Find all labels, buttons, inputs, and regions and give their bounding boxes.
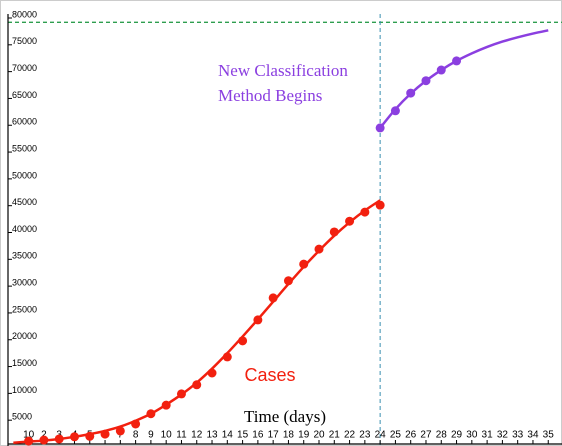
data-point: [406, 88, 416, 98]
x-axis-label: Time (days): [244, 407, 326, 426]
data-point: [283, 276, 293, 286]
x-tick-label: 12: [191, 430, 203, 441]
y-tick-label: 30000: [12, 278, 37, 288]
data-point: [131, 419, 141, 429]
x-tick-label: 9: [148, 430, 154, 441]
data-point: [176, 389, 186, 399]
x-tick-label: 13: [206, 430, 218, 441]
y-tick-label: 80000: [12, 9, 37, 19]
data-point: [436, 65, 446, 75]
data-point: [24, 436, 34, 446]
x-tick-label: 18: [283, 430, 295, 441]
data-point: [375, 123, 385, 133]
y-tick-label: 45000: [12, 197, 37, 207]
x-tick-label: 15: [237, 430, 249, 441]
x-tick-label: 35: [543, 430, 555, 441]
data-point: [115, 426, 125, 436]
x-tick-label: 17: [268, 430, 280, 441]
method-annotation: Method Begins: [218, 86, 322, 105]
y-tick-label: 50000: [12, 170, 37, 180]
y-tick-label: 15000: [12, 358, 37, 368]
cases-annotation: Cases: [244, 365, 295, 385]
y-tick-label: 70000: [12, 63, 37, 73]
data-point: [268, 293, 278, 303]
x-tick-label: 19: [298, 430, 310, 441]
y-tick-label: 35000: [12, 251, 37, 261]
x-tick-label: 2: [41, 430, 47, 441]
x-tick-label: 10: [23, 430, 35, 441]
data-point: [253, 315, 263, 325]
data-point: [207, 368, 217, 378]
data-point: [192, 380, 202, 390]
x-tick-label: 25: [390, 430, 402, 441]
data-point: [375, 200, 385, 210]
data-point: [54, 434, 64, 444]
data-point: [238, 336, 248, 346]
data-point: [360, 207, 370, 217]
y-tick-label: 20000: [12, 331, 37, 341]
x-tick-label: 21: [329, 430, 341, 441]
x-tick-label: 32: [497, 430, 509, 441]
data-point: [100, 429, 110, 439]
data-point: [329, 227, 339, 237]
x-tick-label: 14: [222, 430, 234, 441]
data-point: [69, 432, 79, 442]
x-tick-label: 8: [133, 430, 139, 441]
y-tick-label: 55000: [12, 143, 37, 153]
y-tick-label: 5000: [12, 412, 32, 422]
y-tick-label: 40000: [12, 224, 37, 234]
x-tick-label: 31: [482, 430, 494, 441]
x-tick-label: 34: [527, 430, 539, 441]
x-tick-label: 28: [436, 430, 448, 441]
data-point: [345, 216, 355, 226]
data-point: [146, 409, 156, 419]
data-point: [222, 352, 232, 362]
x-tick-label: 33: [512, 430, 524, 441]
x-tick-label: 27: [420, 430, 432, 441]
y-tick-label: 65000: [12, 90, 37, 100]
data-point: [452, 56, 462, 66]
x-tick-label: 20: [313, 430, 325, 441]
data-point: [85, 431, 95, 441]
x-tick-label: 16: [252, 430, 264, 441]
x-tick-label: 24: [375, 430, 387, 441]
x-tick-label: 10: [161, 430, 173, 441]
data-point: [421, 76, 431, 86]
y-tick-label: 25000: [12, 304, 37, 314]
y-tick-label: 10000: [12, 385, 37, 395]
x-tick-label: 11: [176, 430, 187, 441]
x-tick-label: 30: [466, 430, 478, 441]
data-point: [314, 244, 324, 254]
data-point: [161, 400, 171, 410]
data-point: [39, 435, 49, 445]
x-tick-label: 22: [344, 430, 356, 441]
y-tick-label: 60000: [12, 117, 37, 127]
method-annotation: New Classification: [218, 61, 348, 80]
data-point: [390, 106, 400, 116]
y-tick-label: 75000: [12, 36, 37, 46]
x-tick-label: 23: [359, 430, 371, 441]
data-point: [299, 259, 309, 269]
x-tick-label: 29: [451, 430, 463, 441]
x-tick-label: 26: [405, 430, 417, 441]
